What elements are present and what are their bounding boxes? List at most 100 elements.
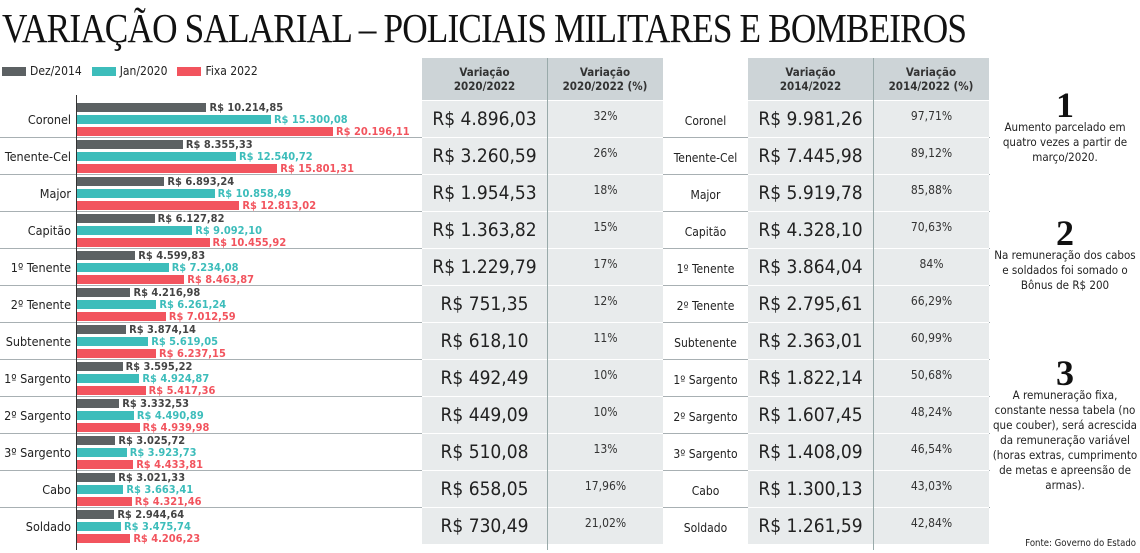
source-note: Fonte: Governo do Estado bbox=[1025, 538, 1136, 549]
table-cell-percent: 17,96% bbox=[548, 470, 663, 507]
bar-value-label: R$ 12.813,02 bbox=[242, 199, 317, 212]
table-cell-value: R$ 1.954,53 bbox=[422, 174, 547, 211]
bar-jan2020 bbox=[77, 263, 169, 272]
table-header: Variação 2020/2022 (%) bbox=[547, 58, 663, 100]
bar-value-label: R$ 3.923,73 bbox=[129, 446, 197, 459]
legend: Dez/2014 Jan/2020 Fixa 2022 bbox=[2, 64, 258, 78]
rank-label: Soldado bbox=[683, 521, 728, 535]
bar-fixa2022 bbox=[77, 275, 185, 284]
category-label: 1º Tenente bbox=[10, 260, 71, 275]
chart-row: Soldado R$ 2.944,64 R$ 3.475,74 R$ 4.206,23 bbox=[0, 507, 420, 544]
table-cell-value: R$ 1.408,09 bbox=[748, 433, 873, 470]
rank-label: 3º Sargento bbox=[673, 447, 738, 461]
bar-fixa2022 bbox=[77, 349, 157, 358]
table-cell-value: R$ 5.919,78 bbox=[748, 174, 873, 211]
note-text: Na remuneração dos cabos e soldados foi … bbox=[994, 248, 1136, 292]
chart-row: Cabo R$ 3.021,33 R$ 3.663,41 R$ 4.321,46 bbox=[0, 470, 420, 507]
table-cell-percent: 17% bbox=[548, 248, 663, 285]
table-cell-value: R$ 618,10 bbox=[422, 322, 547, 359]
category-label: Capitão bbox=[27, 223, 71, 238]
chart-row: Subtenente R$ 3.874,14 R$ 5.619,05 R$ 6.237… bbox=[0, 322, 420, 359]
bar-value-label: R$ 4.206,23 bbox=[133, 532, 201, 545]
rank-label: Coronel bbox=[684, 114, 727, 128]
bar-dez2014 bbox=[77, 140, 183, 149]
table-cell-percent: 10% bbox=[548, 396, 663, 433]
category-label: Major bbox=[39, 186, 71, 201]
bar-fixa2022 bbox=[77, 238, 210, 247]
table-cell-percent: 84% bbox=[874, 248, 989, 285]
bar-value-label: R$ 2.944,64 bbox=[117, 508, 185, 521]
bar-value-label: R$ 8.355,33 bbox=[185, 138, 253, 151]
table-cell-value: R$ 9.981,26 bbox=[748, 100, 873, 137]
rank-label: Subtenente bbox=[674, 336, 737, 350]
table-header: Variação 2020/2022 bbox=[422, 58, 547, 100]
bar-fixa2022 bbox=[77, 164, 278, 173]
table-cell-percent: 11% bbox=[548, 322, 663, 359]
legend-swatch bbox=[177, 66, 202, 76]
table-cell-value: R$ 730,49 bbox=[422, 507, 547, 544]
table-cell-percent: 42,84% bbox=[874, 507, 989, 544]
table-cell-percent: 32% bbox=[548, 100, 663, 137]
bar-jan2020 bbox=[77, 226, 193, 235]
table-cell-value: R$ 1.363,82 bbox=[422, 211, 547, 248]
bar-value-label: R$ 4.490,89 bbox=[136, 409, 204, 422]
table-cell-percent: 43,03% bbox=[874, 470, 989, 507]
bar-value-label: R$ 6.261,24 bbox=[159, 298, 227, 311]
chart-row: Tenente-Cel R$ 8.355,33 R$ 12.540,72 R$ 15.… bbox=[0, 137, 420, 174]
table-cell-value: R$ 658,05 bbox=[422, 470, 547, 507]
bar-jan2020 bbox=[77, 152, 236, 161]
bar-value-label: R$ 15.801,31 bbox=[280, 162, 354, 175]
chart-row: 1º Sargento R$ 3.595,22 R$ 4.924,87 R$ 5.41… bbox=[0, 359, 420, 396]
table-cell-percent: 15% bbox=[548, 211, 663, 248]
column-divider bbox=[873, 58, 874, 550]
bar-value-label: R$ 6.893,24 bbox=[167, 175, 235, 188]
bar-value-label: R$ 4.939,98 bbox=[142, 421, 210, 434]
table-cell-percent: 13% bbox=[548, 433, 663, 470]
bar-jan2020 bbox=[77, 374, 140, 383]
chart-row: 3º Sargento R$ 3.025,72 R$ 3.923,73 R$ 4.43… bbox=[0, 433, 420, 470]
bar-value-label: R$ 20.196,11 bbox=[336, 125, 410, 138]
legend-swatch bbox=[91, 66, 116, 76]
bar-value-label: R$ 7.234,08 bbox=[171, 261, 239, 274]
bar-fixa2022 bbox=[77, 534, 131, 543]
bar-value-label: R$ 4.924,87 bbox=[142, 372, 210, 385]
bar-value-label: R$ 3.595,22 bbox=[125, 360, 193, 373]
bar-jan2020 bbox=[77, 337, 149, 346]
note-2: 2 Na remuneração dos cabos e soldados foi… bbox=[992, 215, 1138, 293]
table-cell-value: R$ 751,35 bbox=[422, 285, 547, 322]
table-cell-percent: 26% bbox=[548, 137, 663, 174]
table-cell-percent: 60,99% bbox=[874, 322, 989, 359]
bar-value-label: R$ 10.455,92 bbox=[212, 236, 287, 249]
bar-dez2014 bbox=[77, 473, 116, 482]
bar-jan2020 bbox=[77, 522, 122, 531]
rank-label: Major bbox=[690, 188, 721, 202]
table-header: Variação 2014/2022 (%) bbox=[873, 58, 989, 100]
bar-fixa2022 bbox=[77, 423, 140, 432]
bar-value-label: R$ 4.321,46 bbox=[134, 495, 202, 508]
legend-item-jan2020: Jan/2020 bbox=[91, 64, 167, 78]
legend-item-fixa2022: Fixa 2022 bbox=[177, 64, 258, 78]
bar-value-label: R$ 6.127,82 bbox=[157, 212, 225, 225]
chart-row: 2º Sargento R$ 3.332,53 R$ 4.490,89 R$ 4.93… bbox=[0, 396, 420, 433]
table-cell-value: R$ 492,49 bbox=[422, 359, 547, 396]
legend-swatch bbox=[2, 66, 26, 76]
table-cell-value: R$ 449,09 bbox=[422, 396, 547, 433]
table-cell-percent: 97,71% bbox=[874, 100, 989, 137]
column-divider bbox=[547, 58, 548, 550]
category-label: 3º Sargento bbox=[4, 445, 71, 460]
table-cell-value: R$ 4.896,03 bbox=[422, 100, 547, 137]
table-cell-percent: 46,54% bbox=[874, 433, 989, 470]
bar-value-label: R$ 4.216,98 bbox=[133, 286, 201, 299]
legend-item-dez2014: Dez/2014 bbox=[2, 64, 82, 78]
bar-value-label: R$ 9.092,10 bbox=[195, 224, 263, 237]
bar-value-label: R$ 10.214,85 bbox=[209, 101, 284, 114]
bar-fixa2022 bbox=[77, 497, 132, 506]
chart-axis bbox=[76, 95, 77, 550]
rank-label: 1º Sargento bbox=[673, 373, 738, 387]
category-label: Subtenente bbox=[5, 334, 71, 349]
chart-row: Major R$ 6.893,24 R$ 10.858,49 R$ 12.813,02 bbox=[0, 174, 420, 211]
category-label: 2º Tenente bbox=[10, 297, 71, 312]
category-label: 2º Sargento bbox=[4, 408, 71, 423]
legend-label: Fixa 2022 bbox=[205, 64, 258, 78]
